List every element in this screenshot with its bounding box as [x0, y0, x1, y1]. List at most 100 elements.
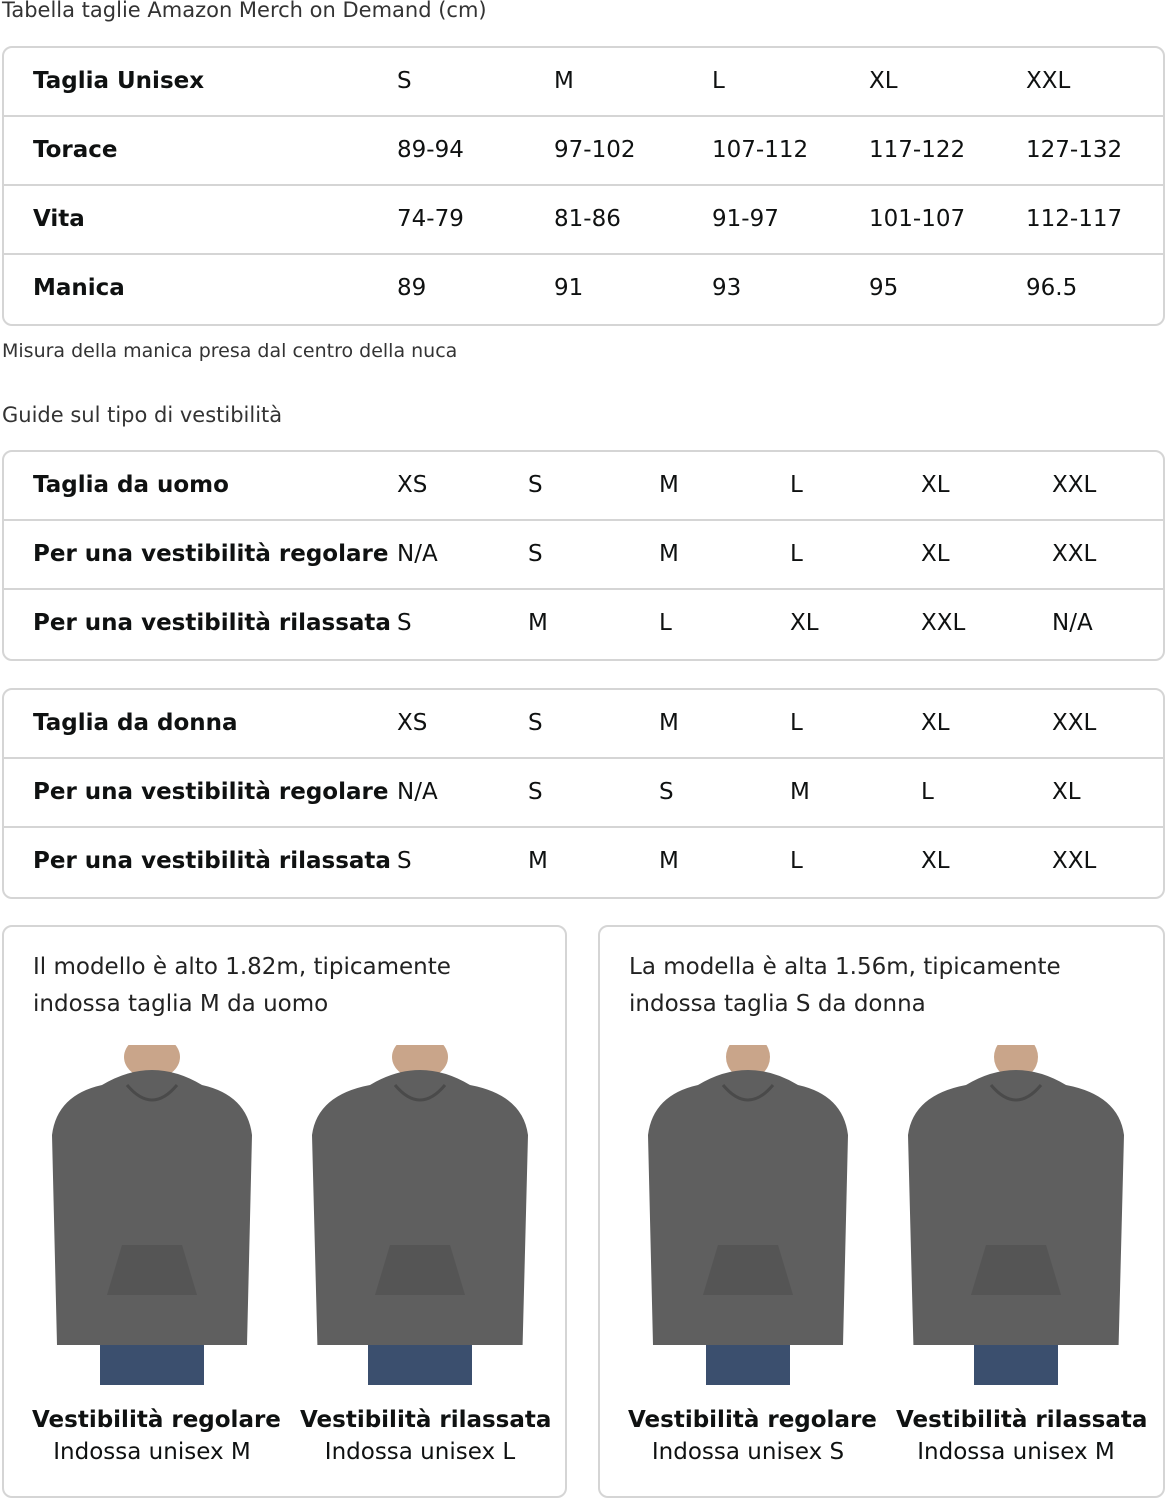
- table-cell: N/A: [397, 779, 438, 805]
- fit-title: Vestibilità regolare: [628, 1407, 877, 1433]
- fit-title: Vestibilità regolare: [32, 1407, 281, 1433]
- table-cell: S: [397, 610, 412, 636]
- table-cell: XL: [921, 848, 950, 874]
- table-row: Per una vestibilità rilassata S M L XL XXL N/A: [4, 590, 1163, 659]
- fit-size: Indossa unisex M: [917, 1439, 1115, 1465]
- table-cell: XXL: [1052, 541, 1097, 567]
- fit-figure: Vestibilità regolare Indossa unisex S: [628, 1045, 877, 1465]
- table-cell: N/A: [1052, 610, 1093, 636]
- table-row: Vita 74-79 81-86 91-97 101-107 112-117: [4, 186, 1163, 255]
- sleeve-note: Misura della manica presa dal centro del…: [2, 340, 458, 362]
- table-cell: 81-86: [554, 206, 621, 232]
- table-cell: 97-102: [554, 137, 636, 163]
- table-cell: S: [528, 779, 543, 805]
- table-cell: S: [528, 472, 543, 498]
- fit-figure: Vestibilità rilassata Indossa unisex L: [300, 1045, 552, 1465]
- table-cell: L: [790, 848, 803, 874]
- table-cell: 89: [397, 275, 427, 301]
- table-cell: M: [528, 848, 548, 874]
- table-row: Manica 89 91 93 95 96.5: [4, 255, 1163, 324]
- table-cell: 91: [554, 275, 584, 301]
- row-label: Taglia da uomo: [33, 472, 229, 498]
- table-cell: M: [659, 848, 679, 874]
- row-label: Manica: [33, 275, 125, 301]
- table-row: Per una vestibilità rilassata S M M L XL XXL: [4, 828, 1163, 897]
- table-cell: 74-79: [397, 206, 464, 232]
- men-fit-table: Taglia da uomo XS S M L XL XXL Per una vestibil…: [2, 450, 1165, 661]
- fit-guide-title: Guide sul tipo di vestibilità: [2, 403, 283, 427]
- table-cell: L: [790, 710, 803, 736]
- table-cell: 95: [869, 275, 899, 301]
- table-cell: XXL: [1052, 472, 1097, 498]
- row-label: Per una vestibilità rilassata: [33, 848, 391, 874]
- table-row: Taglia da uomo XS S M L XL XXL: [4, 452, 1163, 521]
- hoodie-photo: [908, 1045, 1124, 1385]
- row-label: Per una vestibilità rilassata: [33, 610, 391, 636]
- fit-title: Vestibilità rilassata: [300, 1407, 552, 1433]
- table-cell: S: [659, 779, 674, 805]
- size-chart-title: Tabella taglie Amazon Merch on Demand (c…: [2, 0, 487, 22]
- table-cell: XL: [921, 472, 950, 498]
- table-row: Taglia Unisex S M L XL XXL: [4, 48, 1163, 117]
- unisex-size-table: Taglia Unisex S M L XL XXL Torace 89-94 97-102 10…: [2, 46, 1165, 326]
- table-cell: S: [397, 848, 412, 874]
- row-label: Torace: [33, 137, 118, 163]
- table-row: Per una vestibilità regolare N/A S M L XL XXL: [4, 521, 1163, 590]
- model-description: La modella è alta 1.56m, tipicamente ind…: [629, 954, 1061, 1017]
- table-row: Taglia da donna XS S M L XL XXL: [4, 690, 1163, 759]
- table-cell: M: [659, 710, 679, 736]
- hoodie-photo: [312, 1045, 528, 1385]
- table-cell: XXL: [1026, 68, 1071, 94]
- table-cell: XL: [1052, 779, 1081, 805]
- row-label: Per una vestibilità regolare: [33, 541, 389, 567]
- table-cell: XL: [921, 541, 950, 567]
- table-cell: L: [790, 541, 803, 567]
- fit-size: Indossa unisex M: [53, 1439, 251, 1465]
- table-cell: XXL: [921, 610, 966, 636]
- female-model-card: La modella è alta 1.56m, tipicamente ind…: [598, 925, 1165, 1498]
- table-cell: L: [921, 779, 934, 805]
- table-cell: M: [659, 541, 679, 567]
- table-cell: S: [528, 541, 543, 567]
- fit-figure: Vestibilità rilassata Indossa unisex M: [896, 1045, 1148, 1465]
- fit-size: Indossa unisex S: [651, 1439, 845, 1465]
- fit-figure: Vestibilità regolare Indossa unisex M: [32, 1045, 281, 1465]
- fit-title: Vestibilità rilassata: [896, 1407, 1148, 1433]
- women-fit-table: Taglia da donna XS S M L XL XXL Per una vestibi…: [2, 688, 1165, 899]
- table-cell: L: [712, 68, 725, 94]
- table-cell: XL: [921, 710, 950, 736]
- model-description: Il modello è alto 1.82m, tipicamente ind…: [33, 954, 451, 1017]
- table-cell: XS: [397, 472, 428, 498]
- table-cell: 89-94: [397, 137, 464, 163]
- male-model-card: Il modello è alto 1.82m, tipicamente ind…: [2, 925, 567, 1498]
- table-cell: M: [659, 472, 679, 498]
- hoodie-photo: [648, 1045, 848, 1385]
- table-row: Per una vestibilità regolare N/A S S M L XL: [4, 759, 1163, 828]
- table-cell: 127-132: [1026, 137, 1123, 163]
- row-label: Taglia da donna: [33, 710, 238, 736]
- table-cell: 101-107: [869, 206, 966, 232]
- table-cell: M: [554, 68, 574, 94]
- table-cell: M: [528, 610, 548, 636]
- table-cell: L: [659, 610, 672, 636]
- table-cell: XXL: [1052, 710, 1097, 736]
- table-cell: 117-122: [869, 137, 966, 163]
- hoodie-photo: [52, 1045, 252, 1385]
- table-cell: L: [790, 472, 803, 498]
- table-cell: 96.5: [1026, 275, 1078, 301]
- table-cell: M: [790, 779, 810, 805]
- table-cell: N/A: [397, 541, 438, 567]
- table-cell: XXL: [1052, 848, 1097, 874]
- table-cell: 107-112: [712, 137, 809, 163]
- table-cell: S: [397, 68, 412, 94]
- table-cell: S: [528, 710, 543, 736]
- table-cell: 112-117: [1026, 206, 1123, 232]
- table-cell: 91-97: [712, 206, 779, 232]
- table-cell: XS: [397, 710, 428, 736]
- table-cell: XL: [790, 610, 819, 636]
- row-label: Vita: [33, 206, 85, 232]
- table-cell: 93: [712, 275, 742, 301]
- row-label: Taglia Unisex: [33, 68, 205, 94]
- fit-size: Indossa unisex L: [324, 1439, 516, 1465]
- table-row: Torace 89-94 97-102 107-112 117-122 127-132: [4, 117, 1163, 186]
